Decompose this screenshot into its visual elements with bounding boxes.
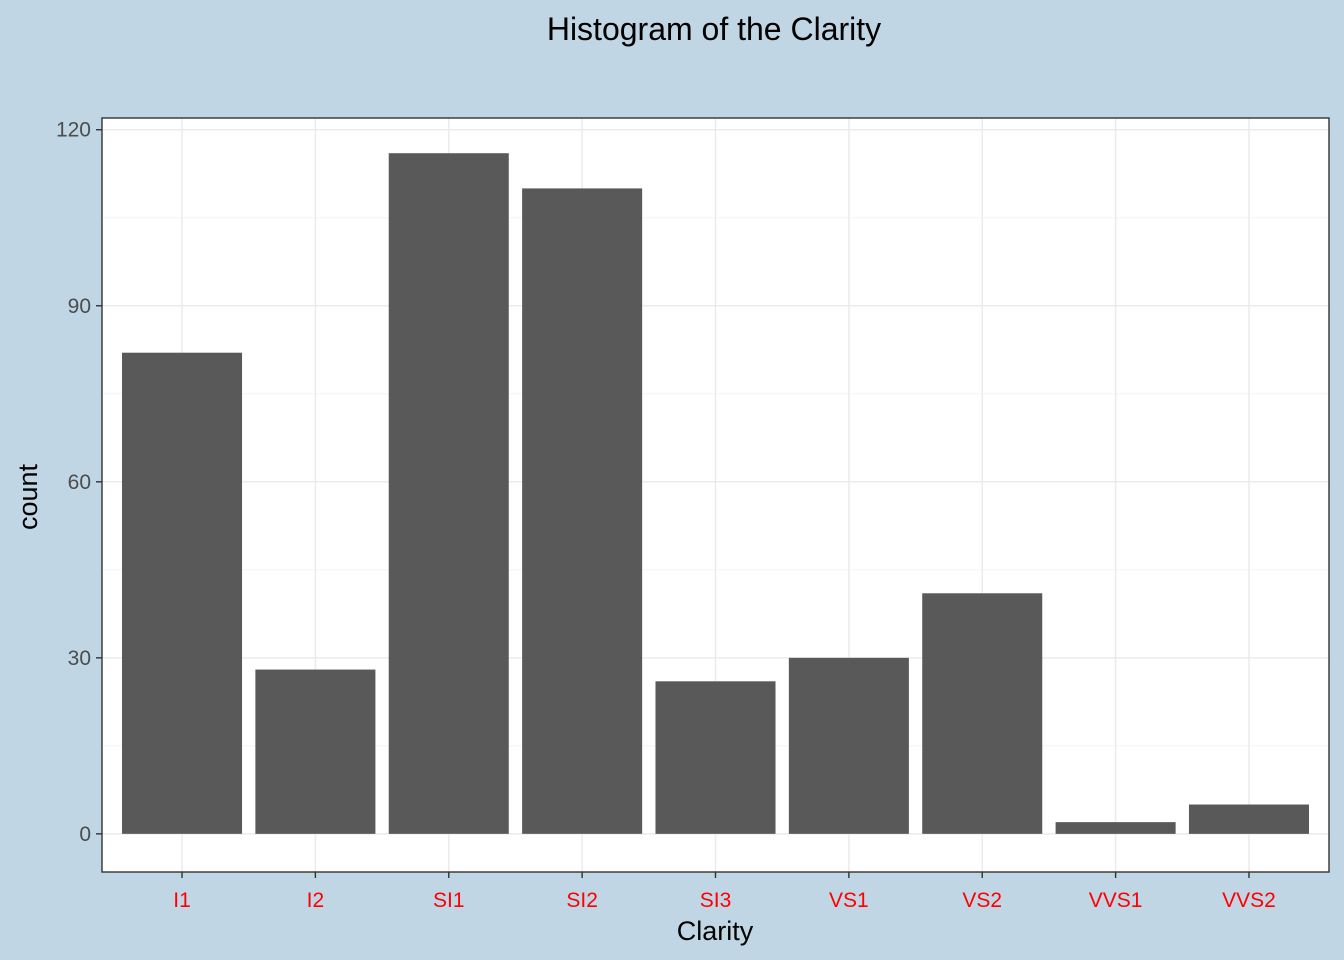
x-tick-label: VVS1 — [1089, 889, 1143, 912]
y-tick-label: 0 — [79, 823, 91, 846]
bar-vs2 — [922, 593, 1043, 834]
y-axis-title: count — [13, 463, 43, 530]
y-tick-label: 120 — [56, 119, 91, 142]
bar-i1 — [122, 352, 243, 834]
x-tick-label: I1 — [173, 889, 191, 912]
bar-vvs2 — [1188, 804, 1309, 834]
x-tick-label: SI3 — [700, 889, 732, 912]
x-tick-label: SI1 — [433, 889, 465, 912]
x-tick-label: I2 — [307, 889, 325, 912]
x-tick-label: SI2 — [566, 889, 598, 912]
y-tick-label: 60 — [68, 471, 91, 494]
bar-si1 — [388, 153, 509, 834]
x-tick-label: VVS2 — [1222, 889, 1276, 912]
chart-title: Histogram of the Clarity — [547, 11, 881, 47]
x-axis: I1 I2 SI1 SI2 SI3 VS1 VS2 VVS1 VVS2 — [173, 872, 1276, 912]
bar-vs1 — [788, 657, 909, 834]
bar-si2 — [522, 188, 643, 834]
y-tick-label: 90 — [68, 295, 91, 318]
y-axis: 0 30 60 90 120 — [56, 119, 102, 846]
x-axis-title: Clarity — [677, 916, 754, 946]
x-tick-label: VS2 — [962, 889, 1002, 912]
bar-si3 — [655, 681, 776, 834]
x-tick-label: VS1 — [829, 889, 869, 912]
bar-vvs1 — [1055, 822, 1176, 834]
bars — [122, 153, 1309, 834]
y-tick-label: 30 — [68, 647, 91, 670]
bar-i2 — [255, 669, 376, 834]
